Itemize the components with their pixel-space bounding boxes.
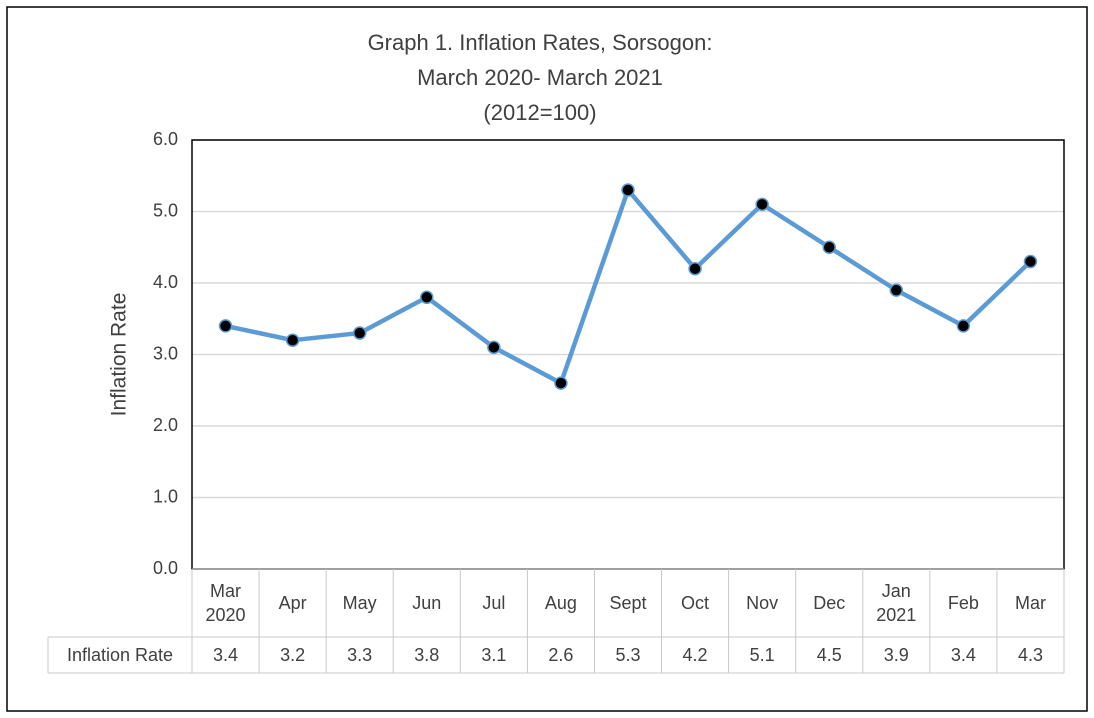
y-tick-label: 0.0 [153, 558, 178, 578]
table-value: 3.9 [883, 645, 909, 665]
x-tick-label: Jul [482, 593, 506, 613]
table-row-header: Inflation Rate [66, 645, 174, 665]
data-point [420, 290, 434, 305]
x-tick-label: Jan 2021 [876, 581, 917, 625]
x-tick-label: Feb [947, 593, 979, 613]
y-tick-label: 4.0 [153, 272, 178, 292]
table-value: 3.4 [213, 645, 239, 665]
table-value: 3.2 [280, 645, 306, 665]
chart-title: March 2020- March 2021 [417, 65, 663, 90]
data-point [352, 326, 367, 340]
data-point [621, 183, 635, 197]
data-point [956, 319, 971, 333]
chart-border [6, 6, 1088, 712]
y-tick-label: 6.0 [153, 129, 178, 149]
y-tick-label: 3.0 [153, 343, 178, 363]
y-tick-label: 2.0 [153, 415, 178, 435]
data-point [889, 283, 904, 297]
table-value: 3.3 [347, 645, 373, 665]
x-tick-label: Mar 2020 [205, 581, 246, 625]
chart-title: (2012=100) [483, 100, 596, 125]
x-tick-label: Oct [681, 593, 710, 613]
table-value: 2.6 [548, 645, 574, 665]
data-point [822, 240, 836, 254]
data-point [487, 340, 501, 355]
y-tick-label: 1.0 [153, 486, 178, 506]
data-point [285, 333, 300, 347]
table-value: 3.8 [414, 645, 440, 665]
table-value: 3.4 [950, 645, 976, 665]
table-value: 4.5 [816, 645, 842, 665]
data-point [218, 319, 233, 333]
chart-title: Graph 1. Inflation Rates, Sorsogon: [368, 30, 713, 55]
x-tick-label: Mar [1014, 593, 1046, 613]
table-value: 5.3 [615, 645, 641, 665]
data-point [755, 197, 769, 212]
data-point [688, 261, 702, 276]
x-tick-label: Sept [609, 593, 647, 613]
table-value: 4.3 [1017, 645, 1043, 665]
y-tick-label: 5.0 [153, 200, 178, 220]
x-tick-label: Apr [278, 593, 307, 613]
data-point [554, 376, 568, 390]
data-point [1023, 254, 1038, 269]
x-tick-label: Aug [544, 593, 577, 613]
x-tick-label: Dec [813, 593, 846, 613]
table-value: 5.1 [749, 645, 775, 665]
table-value: 3.1 [481, 645, 507, 665]
x-tick-label: Nov [746, 593, 779, 613]
x-tick-label: May [342, 593, 377, 613]
x-tick-label: Jun [412, 593, 442, 613]
y-axis-label: Inflation Rate [108, 293, 131, 417]
table-value: 4.2 [682, 645, 708, 665]
